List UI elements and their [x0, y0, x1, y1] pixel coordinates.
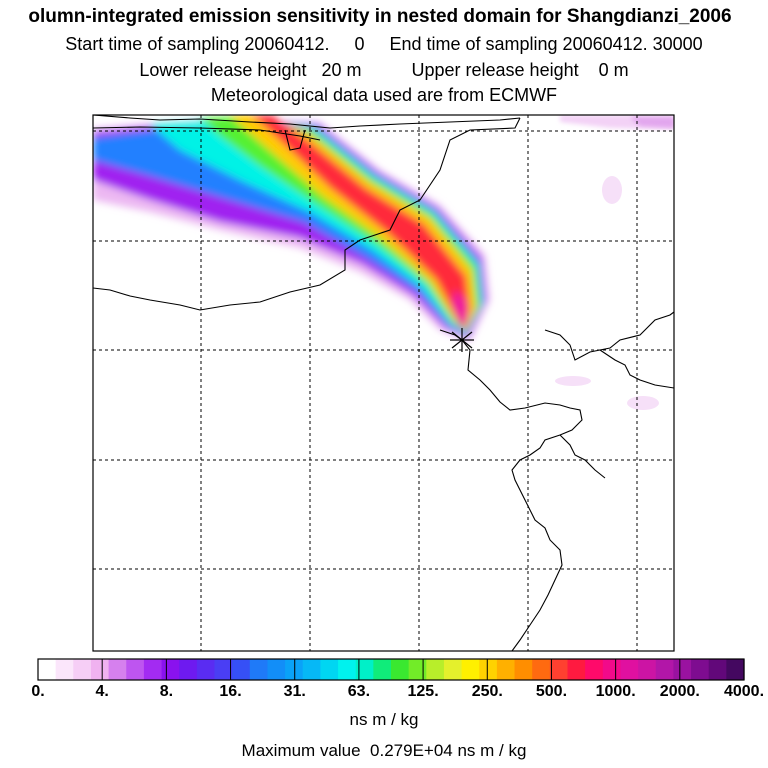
colorbar-segment [126, 659, 145, 680]
colorbar-segment [302, 659, 321, 680]
colorbar-segment [355, 659, 374, 680]
colorbar-segment [514, 659, 533, 680]
colorbar-segment [638, 659, 657, 680]
plume-band-high [230, 115, 476, 330]
colorbar-segment [496, 659, 516, 680]
colorbar-segment [691, 659, 710, 680]
colorbar-segment [443, 659, 463, 680]
lat-lon-grid [93, 115, 674, 651]
colorbar [38, 659, 745, 680]
plume-band-max [452, 290, 468, 330]
meteo-source: Meteorological data used are from ECMWF [210, 85, 558, 105]
colorbar-segment [532, 659, 551, 680]
colorbar-segment [426, 659, 445, 680]
colorbar-segment [38, 659, 57, 680]
colorbar-frame [37, 658, 745, 681]
sensitivity-field [93, 115, 674, 410]
colorbar-segment [479, 659, 498, 680]
colorbar-tick-label: 4. [95, 683, 109, 700]
faint-patch [627, 396, 659, 410]
colorbar-segment [196, 659, 216, 680]
colorbar-segment [267, 659, 286, 680]
coastlines [93, 115, 674, 651]
receptor-star-marker [450, 328, 474, 352]
colorbar-segment [726, 659, 745, 680]
colorbar-dividers [101, 659, 681, 680]
maximum-value: Maximum value 0.279E+04 ns m / kg [241, 741, 527, 760]
plume-band-mid-low [93, 120, 484, 336]
colorbar-tick-label: 4000. [723, 683, 765, 700]
top-right-patch-dense [630, 117, 674, 128]
plot-title: olumn-integrated emission sensitivity in… [28, 6, 732, 27]
colorbar-segment [602, 659, 622, 680]
colorbar-segment [408, 659, 427, 680]
colorbar-segment [285, 659, 304, 680]
faint-patch [555, 376, 591, 386]
colorbar-units: ns m / kg [349, 710, 419, 729]
colorbar-segment [461, 659, 480, 680]
colorbar-segment [585, 659, 604, 680]
colorbar-segment [214, 659, 233, 680]
sampling-times: Start time of sampling 20060412. 0 End t… [65, 34, 703, 54]
colorbar-segment [655, 659, 674, 680]
colorbar-segment [338, 659, 357, 680]
colorbar-segment [179, 659, 198, 680]
colorbar-segment [249, 659, 269, 680]
colorbar-segment [320, 659, 339, 680]
colorbar-segment [232, 659, 251, 680]
colorbar-segment [108, 659, 127, 680]
plume-band-mid [150, 118, 482, 334]
colorbar-tick-label: 16. [219, 683, 242, 700]
colorbar-tick-label: 500. [535, 683, 568, 700]
colorbar-segment [73, 659, 92, 680]
faint-patch [602, 176, 622, 204]
colorbar-tick-labels: 0. 4. 8. 16. 31. 63. 125. 250. 500. 1000. 2000. 400… [0, 683, 768, 705]
colorbar-segment [55, 659, 74, 680]
colorbar-segment [391, 659, 410, 680]
colorbar-segment [708, 659, 727, 680]
colorbar-tick-label: 1000. [595, 683, 636, 700]
colorbar-tick-label: 0. [31, 683, 45, 700]
release-heights: Lower release height 20 m Upper release … [139, 60, 629, 80]
colorbar-segment [567, 659, 586, 680]
colorbar-segment [673, 659, 692, 680]
colorbar-segment [161, 659, 180, 680]
colorbar-tick-label: 125. [407, 683, 439, 700]
colorbar-tick-label: 63. [347, 683, 371, 700]
colorbar-tick-label: 2000. [659, 683, 700, 700]
colorbar-segment [90, 659, 110, 680]
colorbar-tick-label: 250. [471, 683, 503, 700]
colorbar-tick-label: 31. [283, 683, 306, 700]
colorbar-segment [549, 659, 569, 680]
colorbar-segment [373, 659, 392, 680]
colorbar-segment [143, 659, 163, 680]
colorbar-segment [620, 659, 639, 680]
colorbar-tick-label: 8. [159, 683, 174, 700]
plume-band-mid-high [200, 116, 480, 332]
map-frame [92, 114, 675, 652]
